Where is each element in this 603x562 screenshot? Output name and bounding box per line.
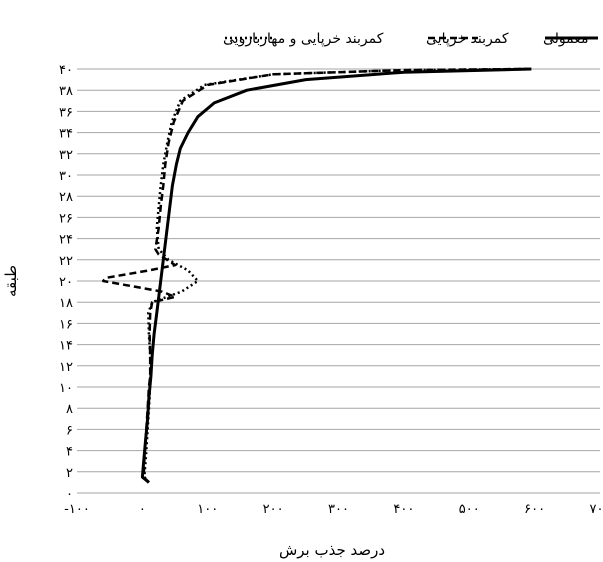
gridlines	[77, 68, 600, 494]
x-tick-label-2: ۱۰۰	[197, 502, 218, 517]
y-tick-label-10: ۲۰	[59, 275, 73, 290]
y-tick-label-12: ۲۴	[59, 233, 73, 248]
series-lines	[101, 67, 532, 484]
y-tick-label-15: ۳۰	[59, 169, 73, 184]
x-axis-title: درصد جذب برش	[279, 541, 385, 559]
x-tick-label-5: ۴۰۰	[393, 502, 414, 517]
x-tick-label-0: -۱۰۰	[64, 502, 90, 517]
y-tick-label-5: ۱۰	[59, 381, 73, 396]
x-axis-tick-labels: -۱۰۰ ۰ ۱۰۰ ۲۰۰ ۳۰۰ ۴۰۰ ۵۰۰ ۶۰۰ ۷۰۰	[64, 502, 603, 517]
series-line-0	[140, 67, 532, 484]
y-tick-label-11: ۲۲	[59, 254, 73, 269]
y-tick-label-14: ۲۸	[59, 190, 73, 205]
y-tick-label-4: ۸	[66, 402, 73, 417]
y-tick-label-13: ۲۶	[59, 211, 73, 226]
y-tick-label-1: ۲	[66, 466, 73, 481]
y-tick-label-8: ۱۶	[59, 317, 73, 332]
y-tick-label-17: ۳۴	[59, 127, 73, 142]
legend-item-series-0: معمولی	[543, 31, 598, 47]
y-tick-label-19: ۳۸	[59, 84, 73, 99]
y-tick-label-9: ۱۸	[59, 296, 73, 311]
legend-item-series-1: کمربند خرپایی	[426, 31, 509, 47]
y-tick-label-18: ۳۶	[59, 105, 73, 120]
x-tick-label-1: ۰	[139, 502, 146, 517]
y-tick-label-0: ۰	[66, 487, 73, 502]
legend-label-series-2: کمربند خرپایی و مهاربازویی	[223, 31, 384, 47]
x-tick-label-6: ۵۰۰	[459, 502, 480, 517]
y-axis-title: طبقه	[2, 265, 20, 297]
y-tick-label-7: ۱۴	[59, 339, 73, 354]
y-tick-label-6: ۱۲	[59, 360, 73, 375]
x-tick-label-7: ۶۰۰	[524, 502, 545, 517]
x-tick-label-3: ۲۰۰	[263, 502, 284, 517]
x-tick-label-4: ۳۰۰	[328, 502, 349, 517]
y-tick-label-3: ۶	[66, 423, 73, 438]
series-line-1	[101, 67, 529, 484]
legend-label-series-0: معمولی	[543, 31, 589, 47]
y-tick-label-2: ۴	[66, 445, 73, 460]
y-tick-label-20: ۴۰	[59, 63, 73, 78]
legend-item-series-2: کمربند خرپایی و مهاربازویی	[223, 31, 384, 47]
legend-label-series-1: کمربند خرپایی	[426, 31, 509, 47]
x-tick-label-8: ۷۰۰	[590, 502, 603, 517]
series-line-2	[143, 67, 529, 484]
legend: معمولی کمربند خرپایی کمربند خرپایی و مها…	[223, 31, 598, 47]
y-tick-label-16: ۳۲	[59, 148, 73, 163]
